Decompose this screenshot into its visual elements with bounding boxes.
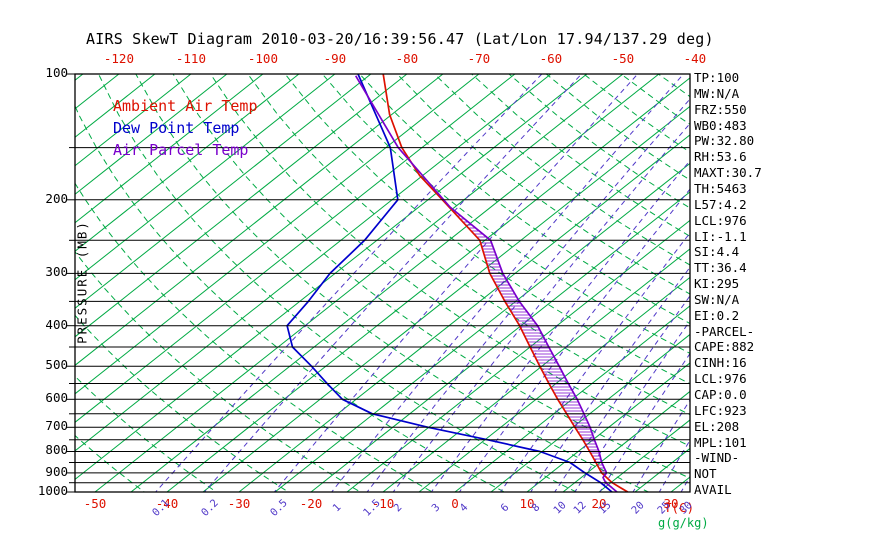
isotherm-lines bbox=[75, 74, 690, 492]
mixing-ratio-unit-label: g(g/kg) bbox=[658, 516, 709, 530]
dry-adiabat-lines bbox=[75, 74, 690, 492]
legend-air-parcel-temp: Air Parcel Temp bbox=[113, 141, 249, 159]
legend-dew-point-temp: Dew Point Temp bbox=[113, 119, 240, 137]
dewpoint-curve bbox=[286, 74, 613, 492]
legend-ambient-air-temp: Ambient Air Temp bbox=[113, 97, 258, 115]
pressure-lines bbox=[66, 73, 690, 493]
mixing-ratio-lines bbox=[155, 74, 690, 492]
ambient-temp-curve bbox=[382, 74, 629, 492]
temp-unit-label: T(C) bbox=[664, 500, 695, 515]
plot-border bbox=[74, 73, 691, 493]
chart-title: AIRS SkewT Diagram 2010-03-20/16:39:56.4… bbox=[86, 30, 714, 48]
pressure-axis-label: PRESSURE (MB) bbox=[74, 220, 90, 344]
plot-area bbox=[75, 74, 690, 492]
